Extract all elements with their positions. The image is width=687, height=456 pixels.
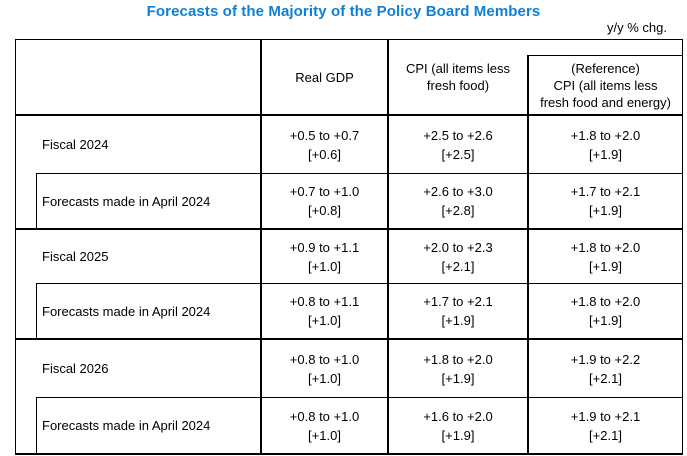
forecast-range: +1.8 to +2.0 xyxy=(570,239,641,255)
row-label-cell: Forecasts made in April 2024 xyxy=(16,173,262,228)
row-label-cell: Fiscal 2025 xyxy=(16,230,262,283)
row-label: Forecasts made in April 2024 xyxy=(42,418,211,433)
forecast-median: [+1.9] xyxy=(589,313,622,328)
forecast-range: +2.6 to +3.0 xyxy=(423,184,493,199)
forecast-median: [+1.0] xyxy=(308,313,341,328)
page-title: Forecasts of the Majority of the Policy … xyxy=(146,3,541,20)
row-label-cell: Forecasts made in April 2024 xyxy=(16,283,262,338)
header-cpi: CPI (all items less fresh food) xyxy=(389,40,527,114)
forecast-median: [+2.1] xyxy=(441,258,475,274)
forecast-range: +2.0 to +2.3 xyxy=(423,239,493,255)
forecast-range: +2.5 to +2.6 xyxy=(423,127,493,143)
gdp-cell: +0.8 to +1.0 [+1.0] xyxy=(262,397,389,453)
cpi-ex-energy-cell: +1.8 to +2.0 [+1.9] xyxy=(527,116,682,173)
row-label: Forecasts made in April 2024 xyxy=(42,193,211,209)
table-row-april-forecast-2024: Forecasts made in April 2024 +0.7 to +1.… xyxy=(16,173,682,228)
forecast-median: [+1.0] xyxy=(308,370,341,386)
header-reference-box: (Reference) CPI (all items less fresh fo… xyxy=(527,55,682,114)
forecast-range: +1.9 to +2.1 xyxy=(570,408,641,424)
forecast-range: +1.8 to +2.0 xyxy=(423,351,493,367)
row-label-cell: Forecasts made in April 2024 xyxy=(16,397,262,453)
gdp-cell: +0.7 to +1.0 [+0.8] xyxy=(262,173,389,228)
row-label-cell: Fiscal 2026 xyxy=(16,340,262,397)
forecast-range: +0.8 to +1.0 xyxy=(289,408,360,424)
header-reference-label: (Reference) CPI (all items less fresh fo… xyxy=(540,60,671,110)
forecast-median: [+1.9] xyxy=(441,313,475,328)
cpi-ex-energy-cell: +1.9 to +2.1 [+2.1] xyxy=(527,397,682,453)
table-row-april-forecast-2025: Forecasts made in April 2024 +0.8 to +1.… xyxy=(16,283,682,338)
forecast-range: +0.8 to +1.0 xyxy=(289,351,360,367)
cpi-cell: +1.8 to +2.0 [+1.9] xyxy=(389,340,527,397)
cpi-ex-energy-cell: +1.9 to +2.2 [+2.1] xyxy=(527,340,682,397)
row-label: Forecasts made in April 2024 xyxy=(42,303,211,319)
row-label: Fiscal 2025 xyxy=(42,249,109,264)
cpi-cell: +2.6 to +3.0 [+2.8] xyxy=(389,173,527,228)
forecast-median: [+0.6] xyxy=(308,146,341,162)
forecast-range: +0.5 to +0.7 xyxy=(289,127,360,143)
header-blank-cell xyxy=(16,40,262,114)
gdp-cell: +0.5 to +0.7 [+0.6] xyxy=(262,116,389,173)
forecast-median: [+1.9] xyxy=(441,427,475,443)
forecast-range: +1.9 to +2.2 xyxy=(570,351,641,367)
forecast-range: +0.9 to +1.1 xyxy=(289,239,360,255)
cpi-cell: +1.7 to +2.1 [+1.9] xyxy=(389,283,527,338)
forecast-range: +1.8 to +2.0 xyxy=(570,294,641,309)
header-real-gdp: Real GDP xyxy=(262,40,389,114)
header-real-gdp-label: Real GDP xyxy=(295,69,354,85)
forecast-range: +1.6 to +2.0 xyxy=(423,408,493,424)
gdp-cell: +0.8 to +1.0 [+1.0] xyxy=(262,340,389,397)
forecast-range: +1.7 to +2.1 xyxy=(423,294,493,309)
table-row-fiscal-2026: Fiscal 2026 +0.8 to +1.0 [+1.0] +1.8 to … xyxy=(16,338,682,397)
indented-label-box: Forecasts made in April 2024 xyxy=(36,283,260,338)
unit-label: y/y % chg. xyxy=(607,20,667,35)
forecast-table: Real GDP CPI (all items less fresh food)… xyxy=(15,39,683,455)
forecast-range: +1.7 to +2.1 xyxy=(570,184,641,199)
forecast-median: [+2.1] xyxy=(589,370,622,386)
cpi-cell: +2.0 to +2.3 [+2.1] xyxy=(389,230,527,283)
row-label: Fiscal 2026 xyxy=(42,361,109,376)
forecast-median: [+1.0] xyxy=(308,258,341,274)
forecast-range: +0.7 to +1.0 xyxy=(289,184,360,199)
gdp-cell: +0.9 to +1.1 [+1.0] xyxy=(262,230,389,283)
row-label-cell: Fiscal 2024 xyxy=(16,116,262,173)
header-row: Real GDP CPI (all items less fresh food)… xyxy=(16,40,682,116)
cpi-ex-energy-cell: +1.8 to +2.0 [+1.9] xyxy=(527,283,682,338)
forecast-range: +1.8 to +2.0 xyxy=(570,127,641,143)
header-reference-cell: (Reference) CPI (all items less fresh fo… xyxy=(527,40,682,114)
forecast-median: [+1.0] xyxy=(308,427,341,443)
indented-label-box: Forecasts made in April 2024 xyxy=(36,397,260,453)
cpi-ex-energy-cell: +1.7 to +2.1 [+1.9] xyxy=(527,173,682,228)
table-row-april-forecast-2026: Forecasts made in April 2024 +0.8 to +1.… xyxy=(16,397,682,453)
forecast-median: [+1.9] xyxy=(589,258,622,274)
cpi-cell: +2.5 to +2.6 [+2.5] xyxy=(389,116,527,173)
cpi-ex-energy-cell: +1.8 to +2.0 [+1.9] xyxy=(527,230,682,283)
forecast-median: [+1.9] xyxy=(441,370,475,386)
forecast-median: [+0.8] xyxy=(308,203,341,218)
table-row-fiscal-2024: Fiscal 2024 +0.5 to +0.7 [+0.6] +2.5 to … xyxy=(16,116,682,173)
forecast-range: +0.8 to +1.1 xyxy=(289,294,360,309)
forecast-median: [+2.1] xyxy=(589,427,622,443)
gdp-cell: +0.8 to +1.1 [+1.0] xyxy=(262,283,389,338)
forecast-median: [+1.9] xyxy=(589,146,622,162)
forecast-median: [+2.5] xyxy=(441,146,475,162)
forecast-median: [+2.8] xyxy=(441,203,475,218)
cpi-cell: +1.6 to +2.0 [+1.9] xyxy=(389,397,527,453)
table-row-fiscal-2025: Fiscal 2025 +0.9 to +1.1 [+1.0] +2.0 to … xyxy=(16,228,682,283)
row-label: Fiscal 2024 xyxy=(42,137,109,152)
indented-label-box: Forecasts made in April 2024 xyxy=(36,173,260,228)
header-cpi-label: CPI (all items less fresh food) xyxy=(405,61,511,93)
forecast-median: [+1.9] xyxy=(589,203,622,218)
